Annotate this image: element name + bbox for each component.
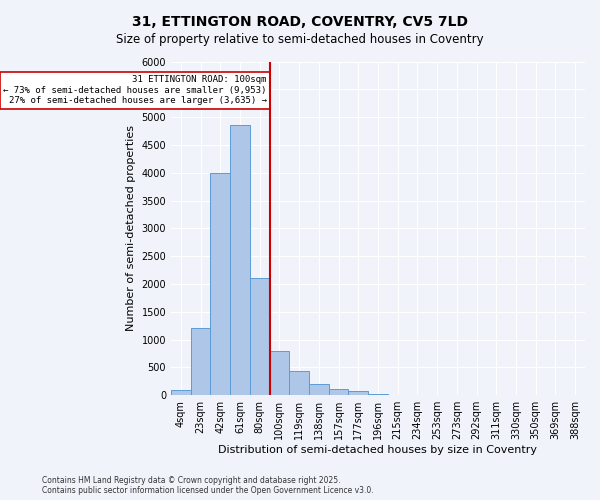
Bar (191, 328, 211, 395)
Text: 31, ETTINGTON ROAD, COVENTRY, CV5 7LD: 31, ETTINGTON ROAD, COVENTRY, CV5 7LD (132, 15, 468, 29)
Text: Size of property relative to semi-detached houses in Coventry: Size of property relative to semi-detach… (116, 32, 484, 46)
Bar (269, 350, 289, 395)
Bar (230, 126, 250, 395)
Text: Contains HM Land Registry data © Crown copyright and database right 2025.
Contai: Contains HM Land Registry data © Crown c… (42, 476, 374, 495)
X-axis label: Distribution of semi-detached houses by size in Coventry: Distribution of semi-detached houses by … (218, 445, 538, 455)
Y-axis label: Number of semi-detached properties: Number of semi-detached properties (126, 126, 136, 332)
Bar (349, 392, 368, 395)
Bar (211, 172, 230, 395)
Bar (329, 388, 349, 395)
Bar (289, 372, 309, 395)
Bar (309, 384, 329, 395)
Bar (171, 390, 191, 395)
Bar (368, 394, 388, 395)
Bar (250, 278, 269, 395)
Text: 31 ETTINGTON ROAD: 100sqm
← 73% of semi-detached houses are smaller (9,953)
27% : 31 ETTINGTON ROAD: 100sqm ← 73% of semi-… (3, 76, 266, 105)
